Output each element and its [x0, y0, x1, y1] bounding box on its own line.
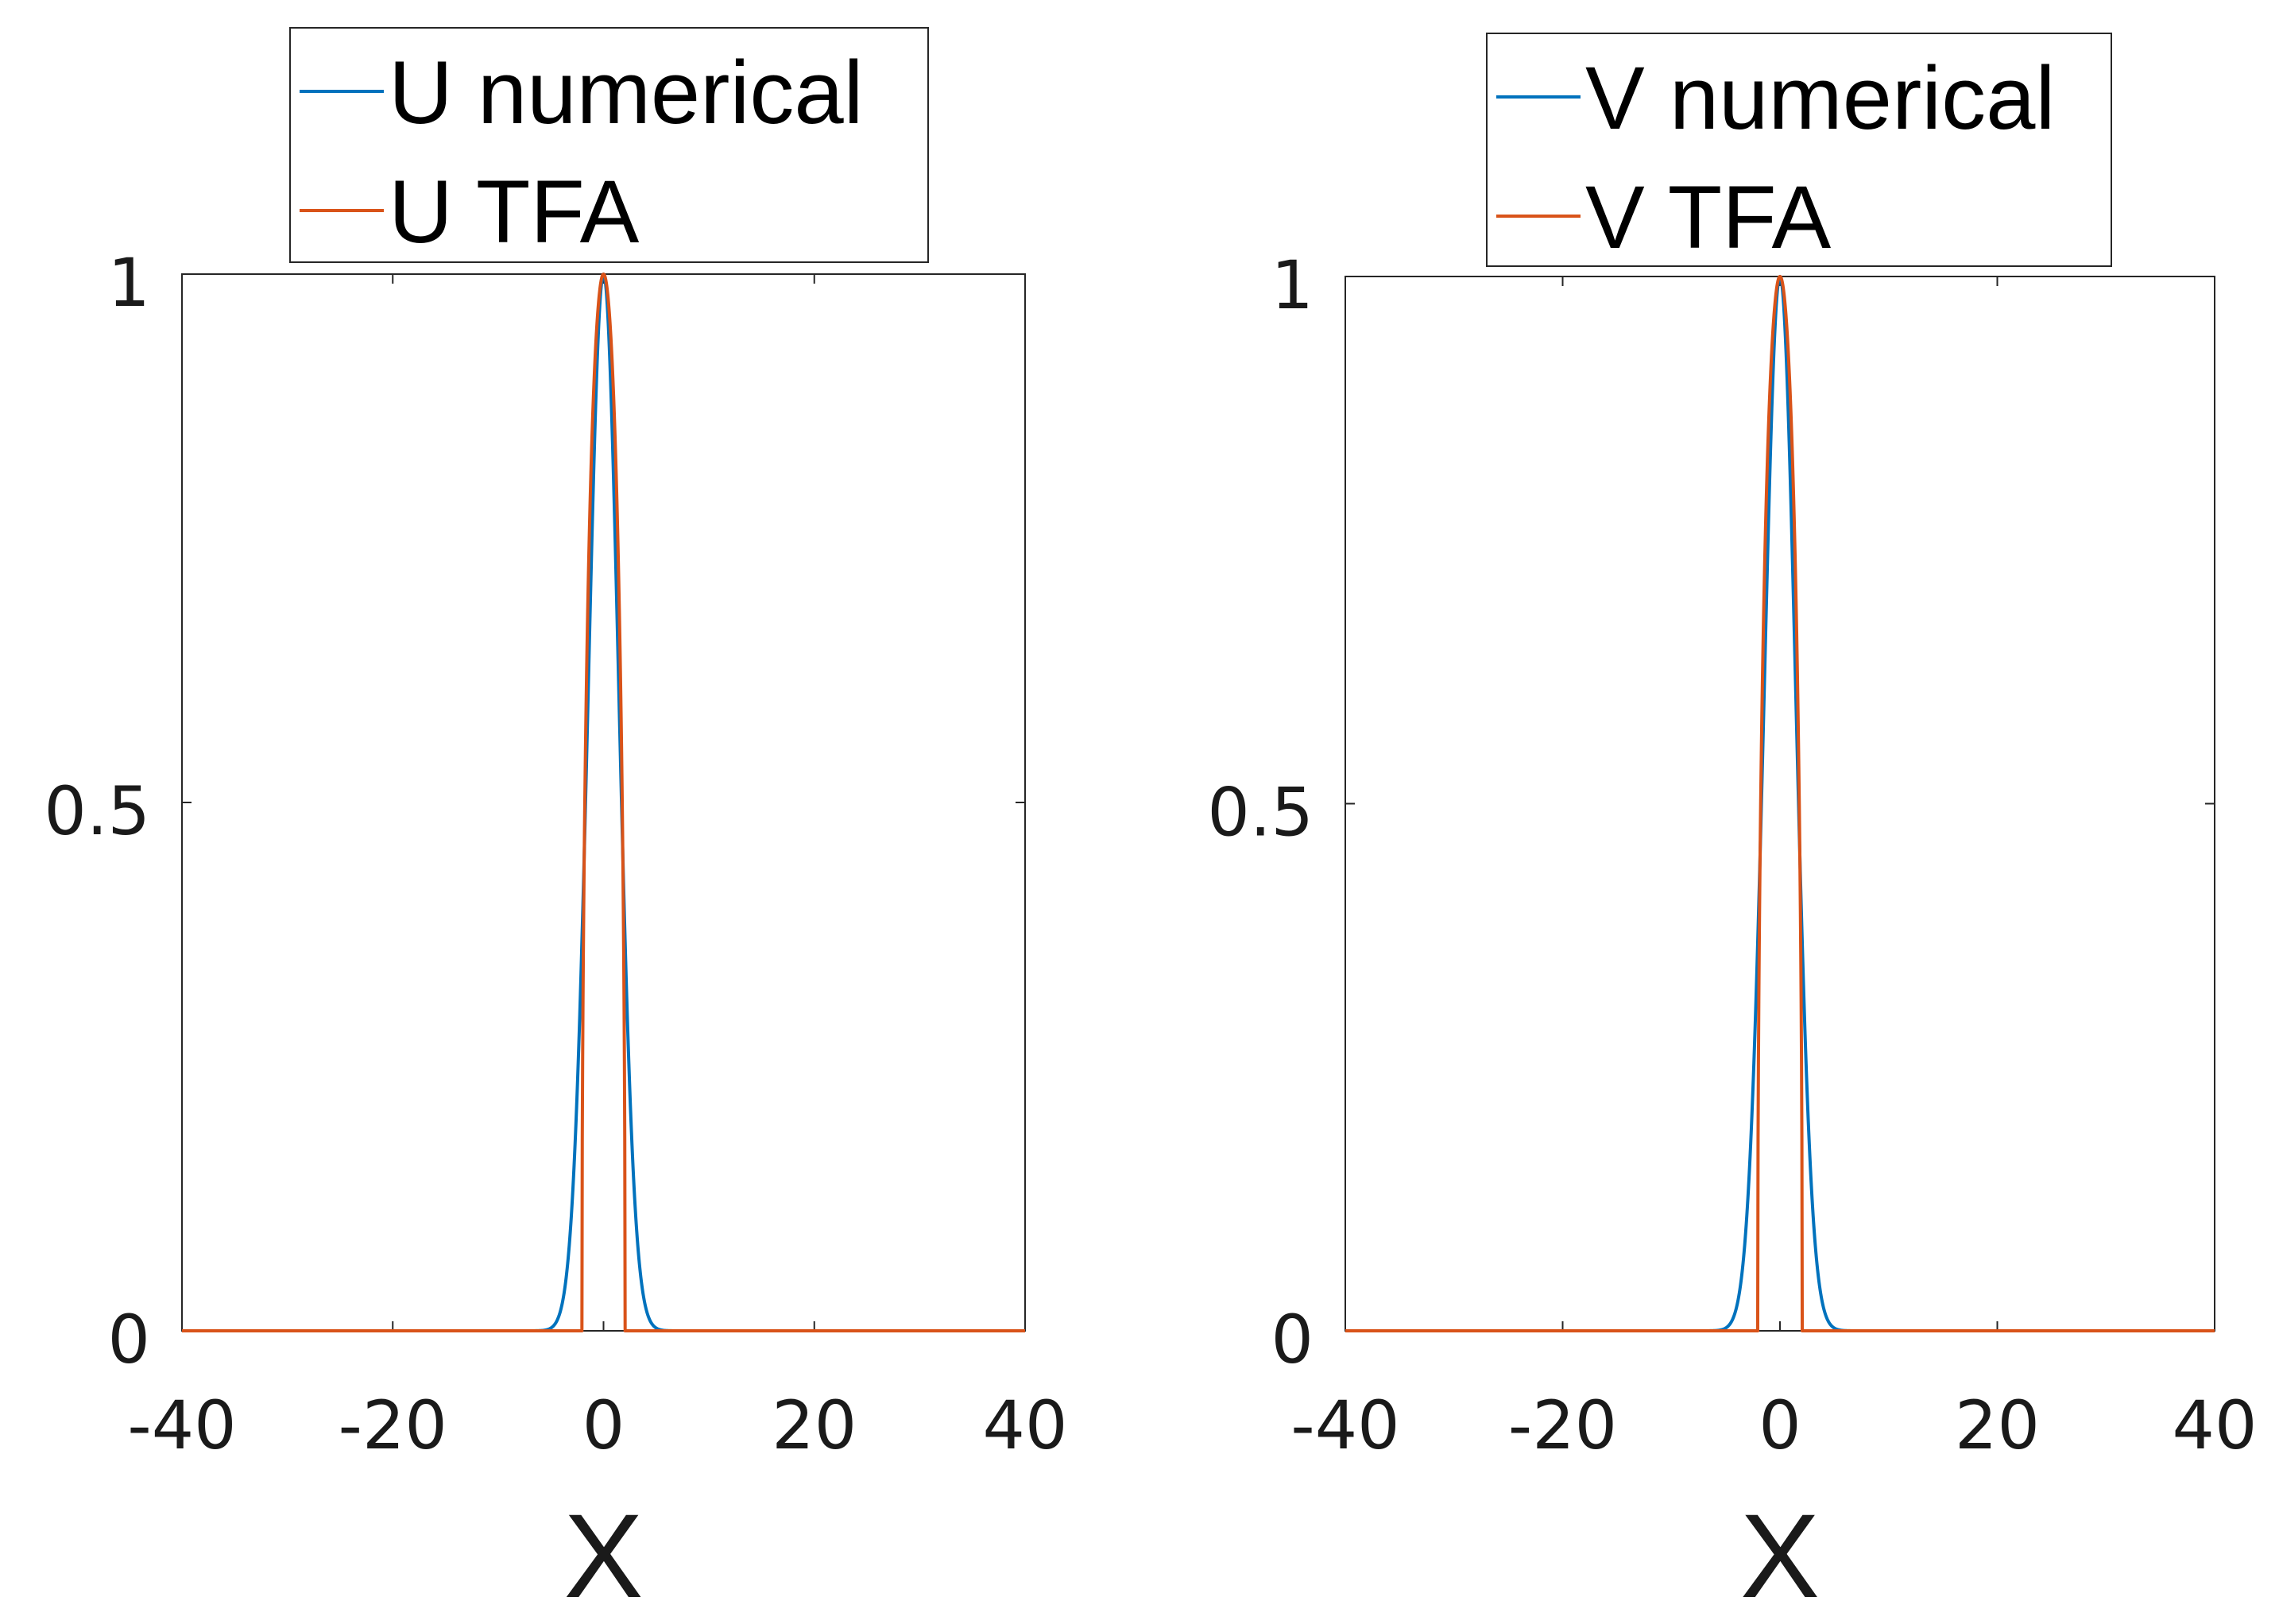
x-tick-label: 40	[2173, 1386, 2258, 1464]
y-tick-label: 1	[1271, 246, 1314, 324]
plot-area-frame	[181, 273, 1026, 1332]
legend-entry-label: V TFA	[1585, 168, 1831, 267]
x-tick-label: 0	[1759, 1386, 1801, 1464]
x-axis-label: X	[563, 1489, 643, 1622]
x-tick-label: -40	[127, 1386, 236, 1464]
series-line-v-tfa	[1345, 275, 2215, 1332]
left-plot-panel: -40 -20 0 20 40 0 0.5 1 X U numerical U TFA	[44, 27, 1068, 1622]
y-tick-label: 0.5	[1207, 774, 1314, 852]
legend-box	[289, 27, 929, 263]
series-line-u-tfa	[182, 273, 1025, 1332]
plot-area-frame	[1345, 276, 2215, 1332]
legend: V numerical V TFA	[1486, 33, 2112, 267]
x-tick-label: -20	[1508, 1386, 1617, 1464]
x-tick-label: -20	[339, 1386, 447, 1464]
y-tick-label: 0	[108, 1301, 150, 1378]
x-tick-label: 20	[772, 1386, 857, 1464]
legend-entry-label: U numerical	[389, 43, 864, 142]
y-tick-label: 1	[108, 244, 150, 322]
x-tick-label: 40	[983, 1386, 1068, 1464]
y-tick-label: 0.5	[44, 772, 150, 850]
y-tick-label: 0	[1271, 1301, 1314, 1378]
x-axis-label: X	[1740, 1489, 1820, 1622]
x-tick-label: 20	[1955, 1386, 2040, 1464]
x-tick-label: 0	[582, 1386, 625, 1464]
right-plot-panel: -40 -20 0 20 40 0 0.5 1 X V numerical V TFA	[1207, 33, 2257, 1622]
legend-entry-label: V numerical	[1585, 48, 2055, 148]
legend: U numerical U TFA	[289, 27, 929, 263]
x-tick-label: -40	[1290, 1386, 1399, 1464]
legend-entry-label: U TFA	[389, 162, 640, 261]
legend-box	[1486, 33, 2112, 267]
